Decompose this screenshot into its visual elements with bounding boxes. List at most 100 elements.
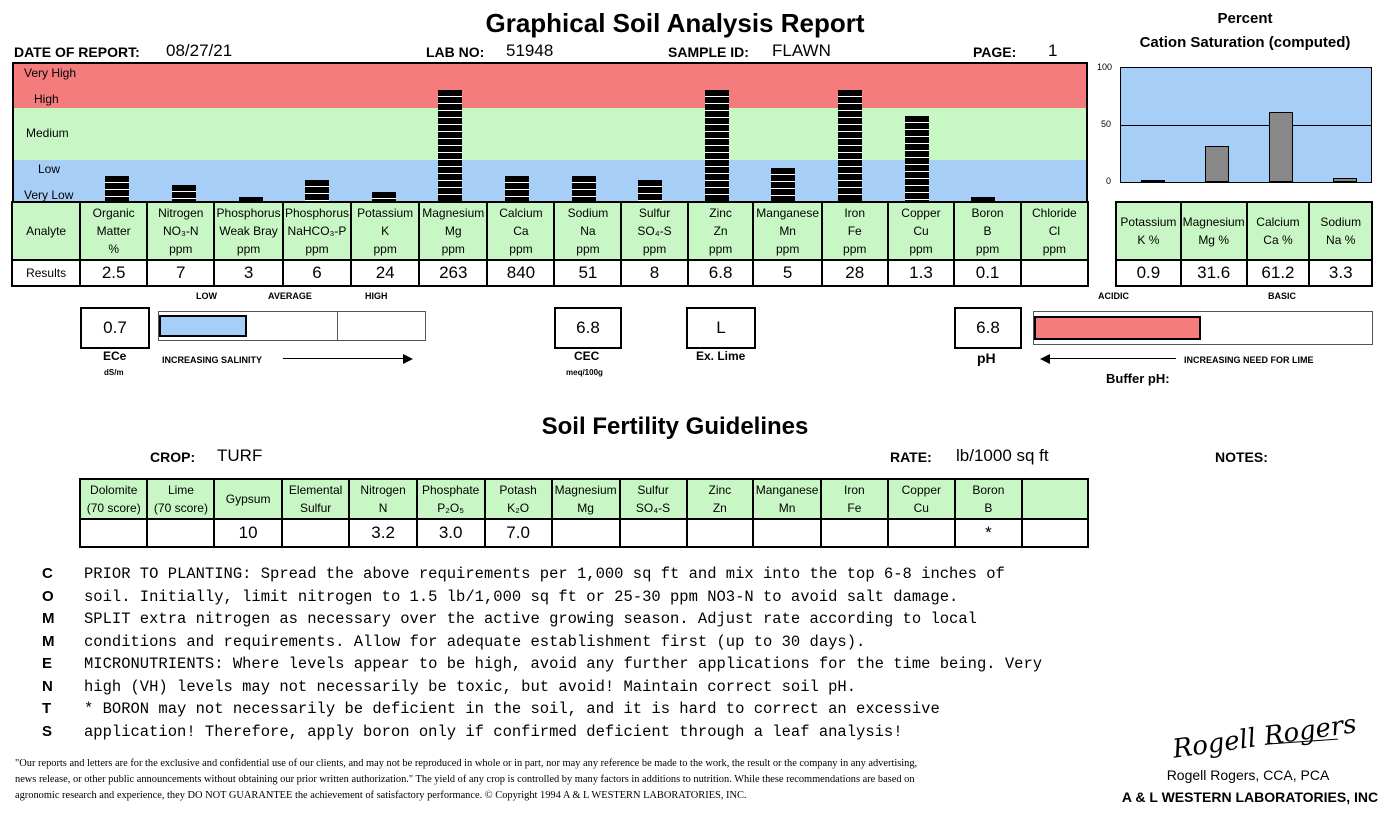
comment-line-6: * BORON may not necessarily be deficient…	[84, 700, 940, 718]
analyte-result-13: 0.1	[953, 259, 1022, 287]
analyte-result-6: 840	[486, 259, 556, 287]
disclaimer: "Our reports and letters are for the exc…	[15, 756, 1105, 804]
ph-label: pH	[977, 350, 996, 366]
guideline-header-6-l2: K₂O	[507, 501, 530, 515]
guideline-header-3-l1: Elemental	[288, 483, 343, 497]
analyte-header-13-l1: Boron	[971, 206, 1004, 220]
analyte-header-0-l3: %	[108, 242, 119, 256]
analyte-header-6-l1: Calcium	[499, 206, 543, 220]
salinity-low-label: LOW	[196, 291, 217, 301]
cation-bar-0	[1141, 180, 1165, 182]
comment-letter-6: T	[42, 700, 52, 717]
ph-basic-label: BASIC	[1268, 291, 1297, 301]
ph-arrow-head	[1040, 354, 1050, 364]
guideline-header-12: Copper Cu	[886, 478, 956, 520]
guidelines-title: Soil Fertility Guidelines	[541, 413, 809, 440]
cec-value-box: 6.8	[554, 307, 622, 349]
level-bar-2	[238, 197, 263, 202]
guideline-header-13: Boron B	[953, 478, 1023, 520]
analyte-header-1: Nitrogen NO₃-N ppm	[146, 201, 216, 261]
rate-label: RATE:	[890, 449, 932, 465]
analyte-header-6: Calcium Ca ppm	[486, 201, 556, 261]
guideline-header-10-l2: Mn	[778, 501, 796, 515]
cation-result-2: 61.2	[1245, 259, 1311, 287]
disclaimer-line-2: agronomic research and experience, they …	[15, 790, 747, 801]
analyte-header-0-l1: Organic	[92, 206, 135, 220]
comment-letter-3: M	[42, 632, 55, 650]
cation-gridline-50	[1121, 125, 1371, 126]
analyte-header-7-l1: Sodium	[567, 206, 609, 220]
analyte-result-11: 28	[820, 259, 889, 287]
guideline-header-5-l2: P₂O₅	[437, 501, 465, 515]
salinity-high-label: HIGH	[365, 291, 388, 301]
analyte-table: Analyte Organic Matter% Nitrogen NO₃-N ppm Ph…	[10, 201, 1090, 287]
analyte-header-10-l1: Manganese	[756, 206, 819, 220]
guideline-value-6: 7.0	[483, 518, 553, 548]
salinity-arrow-line	[283, 358, 405, 359]
cation-header-0-l1: Potassium	[1120, 215, 1177, 229]
band-high	[14, 64, 1086, 108]
cation-tick-50: 50	[1101, 119, 1112, 129]
comment-line-7: application! Therefore, apply boron only…	[84, 722, 903, 741]
guideline-header-6-l1: Potash	[499, 483, 537, 497]
guideline-value-1	[146, 518, 216, 548]
guideline-value-12	[886, 518, 956, 548]
guideline-header-0-l1: Dolomite	[90, 483, 138, 497]
analyte-result-14	[1019, 259, 1090, 287]
salinity-average-label: AVERAGE	[268, 291, 312, 301]
comment-line-1: soil. Initially, limit nitrogen to 1.5 l…	[84, 587, 959, 606]
lab-label: LAB NO:	[426, 44, 485, 60]
analyte-header-7-l3: ppm	[576, 242, 600, 256]
cation-result-0: 0.9	[1115, 259, 1182, 287]
lime-label: Ex. Lime	[696, 349, 746, 363]
analyte-result-7: 51	[553, 259, 623, 287]
comment-line-0: PRIOR TO PLANTING: Spread the above requ…	[84, 565, 1005, 583]
analyte-result-5: 263	[418, 259, 489, 287]
guideline-header-13-l2: B	[984, 501, 993, 515]
signatory-name: Rogell Rogers, CCA, PCA	[1166, 767, 1330, 783]
analyte-header-12-l3: ppm	[909, 242, 933, 256]
analyte-header-3: Phosphorus NaHCO₃-P ppm	[281, 201, 353, 261]
cation-header-2-l2: Ca %	[1263, 233, 1293, 247]
cation-header-1-l2: Mg %	[1198, 233, 1229, 247]
comment-letter-1: O	[42, 587, 54, 605]
signature-script: Rogell Rogers	[1170, 709, 1359, 765]
page-value: 1	[1048, 41, 1058, 60]
results-row-label: Results	[10, 259, 82, 287]
analyte-header-11-l3: ppm	[843, 242, 867, 256]
sample-value: FLAWN	[772, 41, 831, 60]
guideline-header-14	[1020, 478, 1090, 520]
cation-tick-0: 0	[1106, 176, 1112, 186]
level-label-very-high: Very High	[24, 66, 77, 80]
cation-chart	[1120, 67, 1372, 183]
analyte-header-4-l1: Potassium	[357, 206, 414, 220]
ece-unit: dS/m	[104, 368, 124, 377]
guideline-header-1-l2: (70 score)	[153, 501, 208, 515]
nutrient-level-chart: Very High High Medium Low Very Low	[12, 62, 1088, 202]
analyte-result-4: 24	[350, 259, 421, 287]
guideline-value-2: 10	[213, 518, 283, 548]
analyte-header-11-l1: Iron	[844, 206, 866, 220]
level-bar-9	[704, 90, 729, 202]
level-bar-4	[371, 192, 396, 202]
guideline-header-2-l1: Gypsum	[225, 492, 271, 506]
ph-acidic-label: ACIDIC	[1098, 291, 1129, 301]
cec-label: CEC	[574, 349, 600, 363]
cation-header-3-l1: Sodium	[1320, 215, 1362, 229]
cation-title-1: Percent	[1217, 10, 1273, 27]
guideline-header-9: Zinc Zn	[685, 478, 755, 520]
analyte-row-label: Analyte	[10, 201, 82, 261]
analyte-header-12-l2: Cu	[913, 224, 929, 238]
guideline-header-11-l2: Fe	[847, 501, 862, 515]
cation-bar-2	[1269, 112, 1293, 182]
crop-label: CROP:	[150, 449, 196, 465]
analyte-header-2-l3: ppm	[236, 242, 261, 256]
analyte-header-9: Zinc Zn ppm	[686, 201, 755, 261]
guideline-header-7: Magnesium Mg	[550, 478, 621, 520]
guideline-header-10-l1: Manganese	[755, 483, 819, 497]
lab-value: 51948	[506, 41, 554, 60]
analyte-header-6-l2: Ca	[513, 224, 529, 238]
guidelines-table: Dolomite (70 score) Lime (70 score) Gypsum El…	[78, 478, 1090, 548]
salinity-divider	[337, 312, 338, 340]
